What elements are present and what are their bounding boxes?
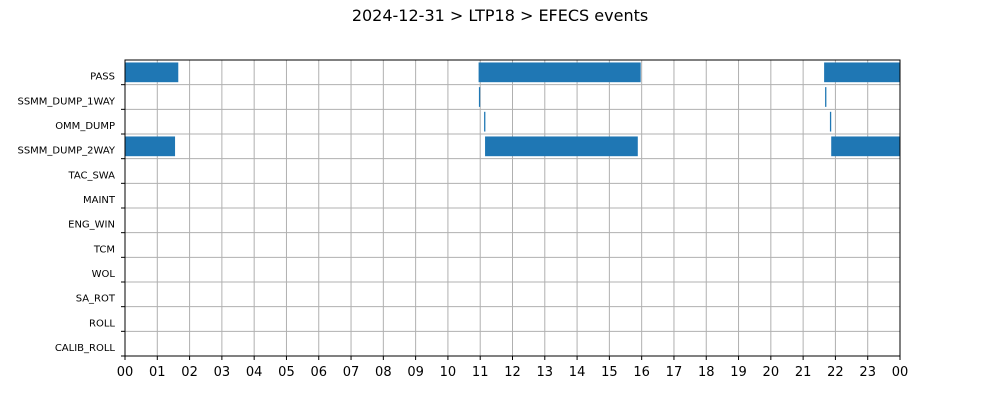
x-tick-label: 23 xyxy=(859,365,876,380)
x-tick-label: 06 xyxy=(310,365,327,380)
event-bar xyxy=(478,87,481,107)
y-tick-label: CALIB_ROLL xyxy=(55,343,116,354)
x-tick-label: 16 xyxy=(633,365,650,380)
event-bar xyxy=(478,62,641,83)
chart-title: 2024-12-31 > LTP18 > EFECS events xyxy=(351,6,649,25)
x-tick-label: 11 xyxy=(472,365,489,380)
x-tick-label: 15 xyxy=(601,365,618,380)
x-tick-label: 09 xyxy=(407,365,424,380)
y-tick-label: SSMM_DUMP_2WAY xyxy=(17,146,115,157)
grid xyxy=(124,60,901,357)
x-tick-label: 08 xyxy=(375,365,392,380)
x-axis: 00 01 02 03 04 05 06 07 08 09 10 11 12 13 14 15 16 17 18 19… xyxy=(117,356,909,380)
y-axis: PASS SSMM_DUMP_1WAY OMM_DUMP SSMM_DUMP_2WAY… xyxy=(17,72,125,357)
x-tick-label: 00 xyxy=(117,365,134,380)
x-tick-label: 13 xyxy=(537,365,554,380)
y-tick-label: PASS xyxy=(90,72,115,83)
event-bar xyxy=(484,111,486,132)
x-tick-label: 02 xyxy=(181,365,198,380)
event-bar xyxy=(831,136,900,157)
x-tick-label: 05 xyxy=(278,365,295,380)
x-tick-label: 12 xyxy=(504,365,521,380)
x-tick-label: 03 xyxy=(214,365,231,380)
event-bars xyxy=(125,62,900,157)
event-bar xyxy=(824,62,900,83)
y-tick-label: MAINT xyxy=(83,195,116,206)
y-tick-label: TCM xyxy=(93,244,115,255)
y-tick-label: ROLL xyxy=(89,318,115,329)
x-tick-label: 00 xyxy=(892,365,909,380)
x-tick-label: 21 xyxy=(795,365,812,380)
x-tick-label: 14 xyxy=(569,365,586,380)
x-tick-label: 18 xyxy=(698,365,715,380)
event-bar xyxy=(829,111,832,132)
y-tick-label: SSMM_DUMP_1WAY xyxy=(17,96,115,107)
x-tick-label: 22 xyxy=(827,365,844,380)
x-tick-label: 19 xyxy=(730,365,747,380)
y-tick-label: OMM_DUMP xyxy=(55,121,115,132)
x-tick-label: 01 xyxy=(149,365,166,380)
y-tick-label: SA_ROT xyxy=(76,294,116,305)
event-bar xyxy=(125,136,176,157)
x-tick-label: 07 xyxy=(343,365,360,380)
x-tick-label: 20 xyxy=(763,365,780,380)
x-tick-label: 17 xyxy=(666,365,683,380)
x-tick-label: 10 xyxy=(440,365,457,380)
event-bar xyxy=(485,136,638,157)
y-tick-label: WOL xyxy=(92,269,116,280)
y-tick-label: ENG_WIN xyxy=(68,220,115,231)
y-tick-label: TAC_SWA xyxy=(67,170,115,181)
event-bar xyxy=(825,87,827,107)
event-bar xyxy=(125,62,179,83)
x-tick-label: 04 xyxy=(246,365,263,380)
